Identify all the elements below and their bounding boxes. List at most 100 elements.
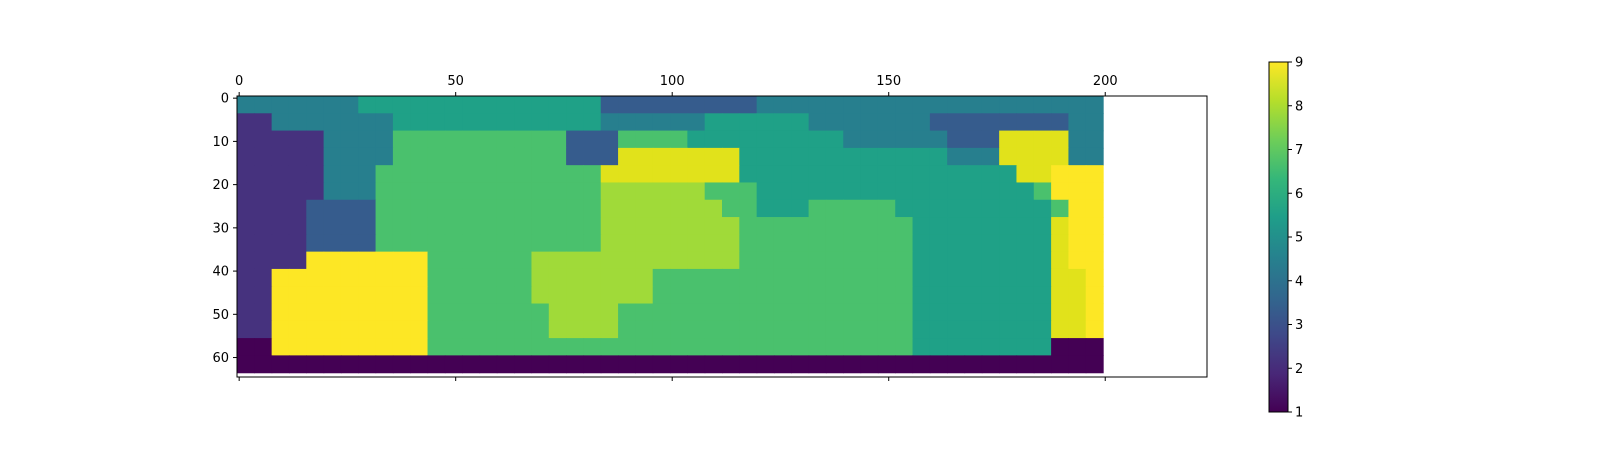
heatmap-cell <box>462 199 481 218</box>
heatmap-cell <box>600 182 619 201</box>
heatmap-cell <box>410 320 429 339</box>
heatmap-cell <box>548 268 567 287</box>
heatmap-cell <box>375 251 394 270</box>
heatmap-cell <box>271 217 290 235</box>
y-tick-label: 30 <box>212 221 229 236</box>
heatmap-cell <box>929 165 948 184</box>
heatmap-cell <box>254 182 273 201</box>
y-tick-label: 60 <box>212 351 229 366</box>
heatmap-cell <box>462 234 481 253</box>
heatmap-cell <box>756 303 775 322</box>
heatmap-cell <box>912 147 931 166</box>
heatmap-cell <box>687 217 706 235</box>
heatmap-cell <box>531 113 550 132</box>
heatmap-cell <box>271 338 290 356</box>
heatmap-cell <box>358 303 377 322</box>
heatmap-cell <box>912 320 931 339</box>
heatmap-cell <box>947 286 966 305</box>
heatmap-cell <box>375 217 394 235</box>
heatmap-cell <box>722 182 740 201</box>
heatmap-cell <box>825 96 844 114</box>
heatmap-cell <box>860 165 879 184</box>
heatmap-cell <box>496 96 515 114</box>
heatmap-cell <box>410 268 429 287</box>
heatmap-cell <box>600 338 619 356</box>
heatmap-cell <box>929 147 948 166</box>
heatmap-cell <box>323 303 342 322</box>
heatmap-cell <box>808 338 827 356</box>
heatmap-cell <box>670 147 688 166</box>
heatmap-cell <box>358 268 377 287</box>
heatmap-cell <box>877 113 896 132</box>
heatmap-cell <box>687 234 706 253</box>
heatmap-cell <box>843 130 862 149</box>
heatmap-cell <box>722 320 740 339</box>
heatmap-cell <box>462 338 481 356</box>
heatmap-cell <box>1016 234 1035 253</box>
heatmap-cell <box>496 355 515 374</box>
heatmap-cell <box>514 130 533 149</box>
heatmap-cell <box>860 217 879 235</box>
heatmap-cell <box>531 130 550 149</box>
heatmap-cell <box>427 338 446 356</box>
colorbar-tick-label: 3 <box>1295 318 1303 333</box>
heatmap-cell <box>271 130 290 149</box>
colorbar: 1 2 3 4 5 6 7 8 9 <box>1268 56 1303 421</box>
heatmap-cell <box>392 130 411 149</box>
heatmap-cell <box>600 217 619 235</box>
heatmap-cell <box>670 320 688 339</box>
heatmap-cell <box>964 286 983 305</box>
heatmap-cell <box>981 113 1000 132</box>
heatmap-cell <box>410 96 429 114</box>
heatmap-cell <box>1016 355 1035 374</box>
heatmap-cell <box>791 199 810 218</box>
heatmap-cell <box>895 147 914 166</box>
heatmap-cell <box>1051 147 1070 166</box>
heatmap-cell <box>392 268 411 287</box>
heatmap-cell <box>999 130 1018 149</box>
heatmap-cell <box>964 147 983 166</box>
heatmap-cell <box>1051 320 1070 339</box>
heatmap-cell <box>687 338 706 356</box>
heatmap-cell <box>704 320 723 339</box>
heatmap-cell <box>929 217 948 235</box>
heatmap-cell <box>1033 320 1052 339</box>
heatmap-cell <box>912 234 931 253</box>
heatmap-cell <box>462 182 481 201</box>
heatmap-cell <box>358 355 377 374</box>
heatmap-cell <box>254 355 273 374</box>
heatmap-cell <box>548 217 567 235</box>
heatmap-cell <box>947 217 966 235</box>
heatmap-cell <box>323 96 342 114</box>
heatmap-cell <box>635 147 654 166</box>
heatmap-cell <box>375 113 394 132</box>
heatmap-cell <box>531 338 550 356</box>
heatmap-cell <box>635 268 654 287</box>
heatmap-cell <box>462 303 481 322</box>
heatmap-cell <box>514 268 533 287</box>
heatmap-cell <box>618 286 636 305</box>
heatmap-cell <box>583 165 602 184</box>
heatmap-cell <box>583 251 602 270</box>
heatmap-cell <box>496 217 515 235</box>
heatmap-cell <box>340 199 359 218</box>
heatmap-cell <box>548 338 567 356</box>
heatmap-cell <box>1085 268 1104 287</box>
heatmap-cell <box>877 217 896 235</box>
heatmap-cell <box>1016 182 1035 201</box>
heatmap-cell <box>237 182 255 201</box>
heatmap-cell <box>739 217 758 235</box>
heatmap-cell <box>288 147 307 166</box>
heatmap-cell <box>652 96 671 114</box>
colorbar-gradient <box>1268 61 1289 413</box>
heatmap-cell <box>722 96 740 114</box>
heatmap-cell <box>722 199 740 218</box>
heatmap-cell <box>618 320 636 339</box>
heatmap-cell <box>791 234 810 253</box>
heatmap-cell <box>947 182 966 201</box>
heatmap-cell <box>756 355 775 374</box>
heatmap-cell <box>964 165 983 184</box>
heatmap-cell <box>618 338 636 356</box>
heatmap-cell <box>635 113 654 132</box>
heatmap-cell <box>687 113 706 132</box>
